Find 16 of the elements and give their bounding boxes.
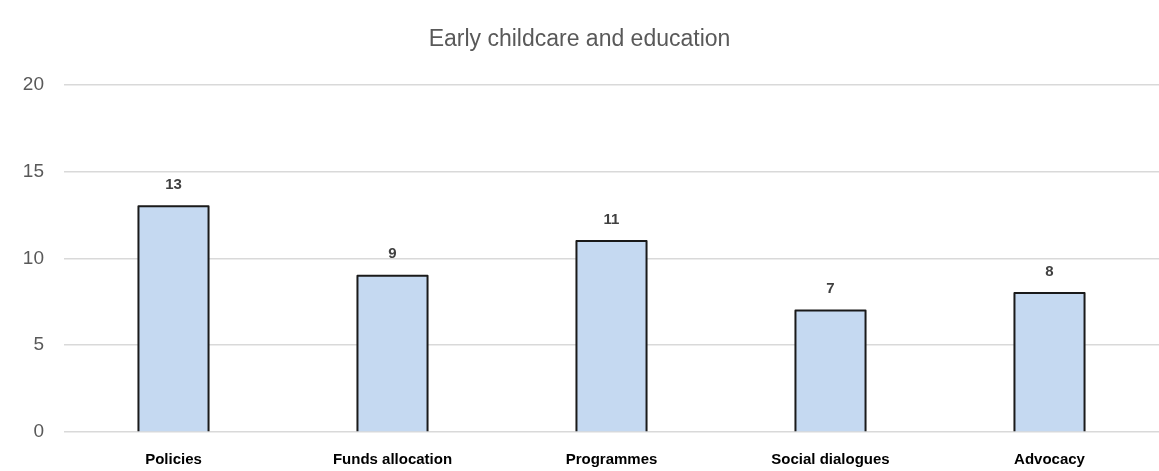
- y-tick-label: 15: [22, 159, 44, 181]
- chart-title: Early childcare and education: [428, 25, 731, 52]
- x-tick-label: Social dialogues: [771, 450, 890, 468]
- y-tick-label: 20: [22, 72, 44, 94]
- data-label: 7: [826, 279, 835, 297]
- data-label: 13: [165, 174, 182, 192]
- y-tick-label: 5: [33, 333, 44, 355]
- data-label: 9: [388, 244, 397, 262]
- x-tick-label: Programmes: [565, 450, 658, 468]
- data-label: 8: [1045, 261, 1054, 279]
- x-tick-label: Policies: [145, 450, 202, 468]
- x-tick-label: Advocacy: [1014, 450, 1086, 468]
- y-tick-label: 10: [22, 246, 44, 268]
- x-tick-label: Funds allocation: [332, 450, 453, 468]
- data-label: 11: [603, 209, 620, 227]
- y-tick-label: 0: [33, 420, 44, 442]
